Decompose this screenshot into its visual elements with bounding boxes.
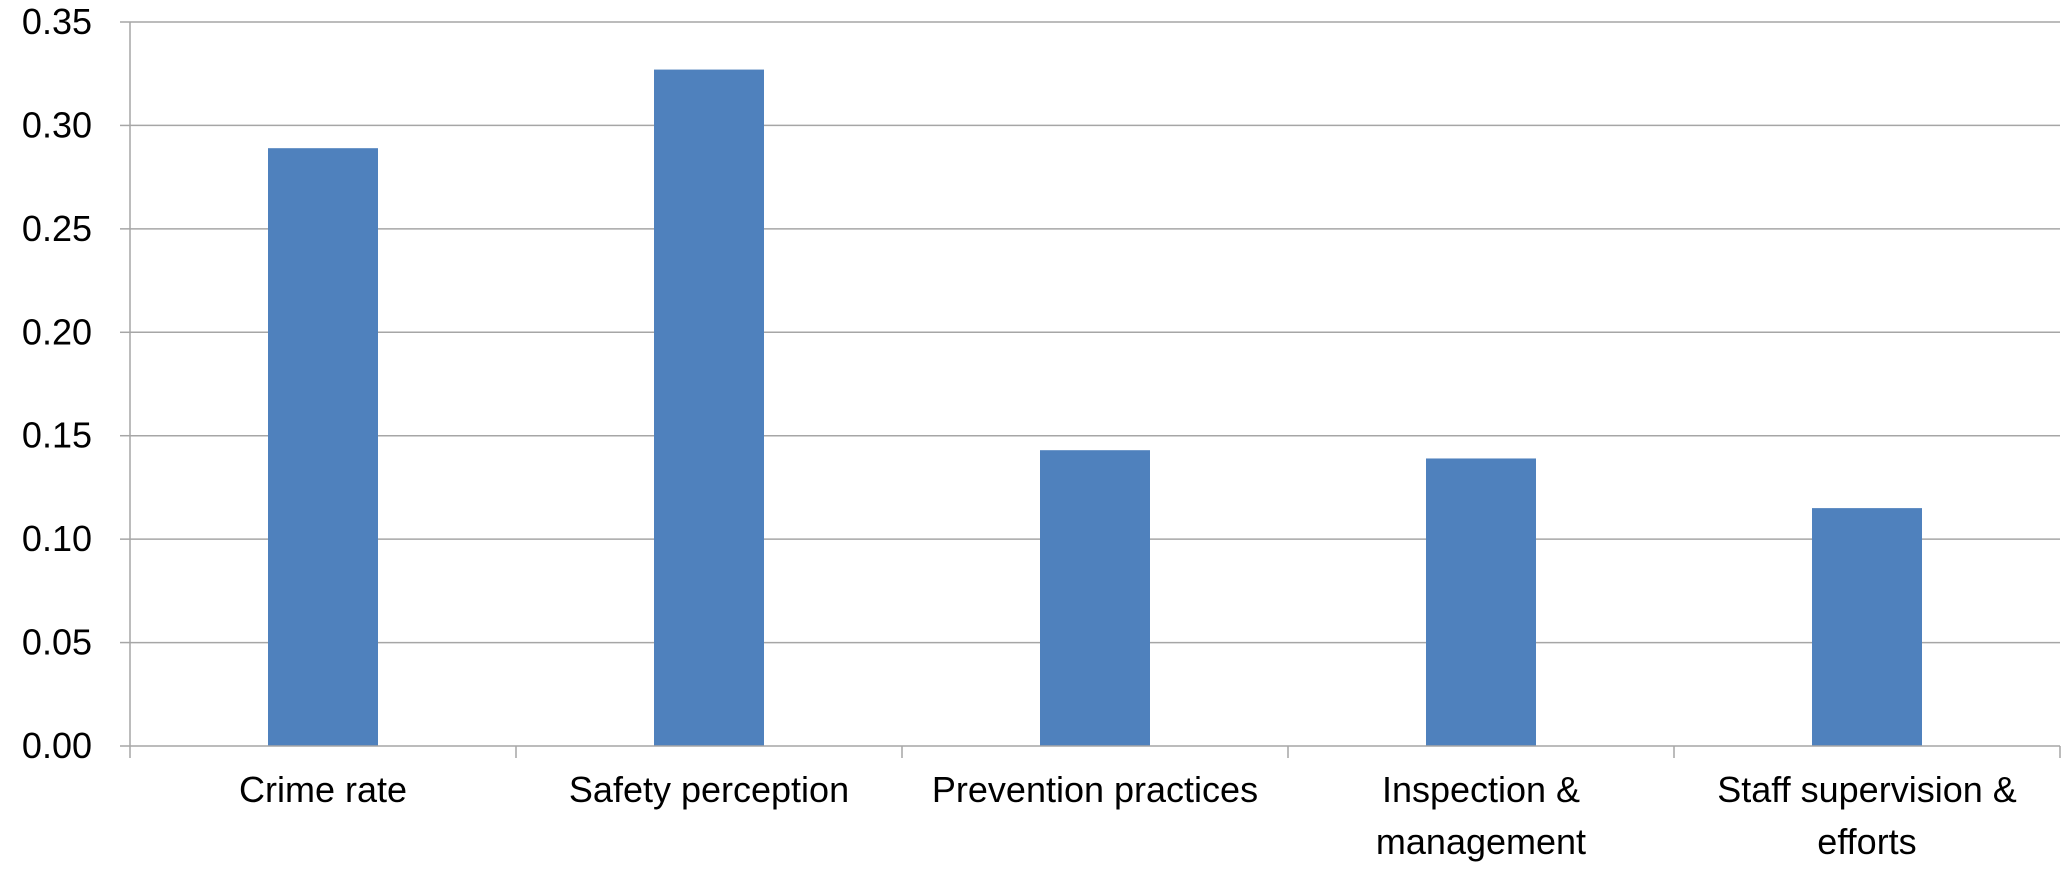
x-axis	[129, 22, 2061, 758]
y-tick-label: 0.00	[22, 725, 92, 766]
bar	[654, 69, 764, 746]
gridlines	[120, 21, 2060, 747]
bars	[268, 69, 1922, 746]
y-tick-label: 0.30	[22, 104, 92, 145]
y-tick-label: 0.25	[22, 208, 92, 249]
bar	[1426, 458, 1536, 746]
y-tick-label: 0.10	[22, 518, 92, 559]
y-tick-labels: 0.00 0.05 0.10 0.15 0.20 0.25 0.30 0.35	[22, 1, 92, 766]
x-tick-label: Inspection & management	[1376, 769, 1586, 862]
y-tick-label: 0.35	[22, 1, 92, 42]
y-tick-label: 0.15	[22, 415, 92, 456]
bar	[268, 148, 378, 746]
x-tick-label: Crime rate	[239, 769, 407, 810]
x-tick-label: Safety perception	[569, 769, 849, 810]
bar	[1812, 508, 1922, 746]
x-tick-label: Staff supervision & efforts	[1717, 769, 2017, 862]
bar	[1040, 450, 1150, 746]
y-tick-label: 0.05	[22, 622, 92, 663]
x-tick-label: Prevention practices	[932, 769, 1258, 810]
x-tick-labels: Crime rate Safety perception Prevention pr…	[239, 769, 2017, 862]
y-tick-label: 0.20	[22, 311, 92, 352]
